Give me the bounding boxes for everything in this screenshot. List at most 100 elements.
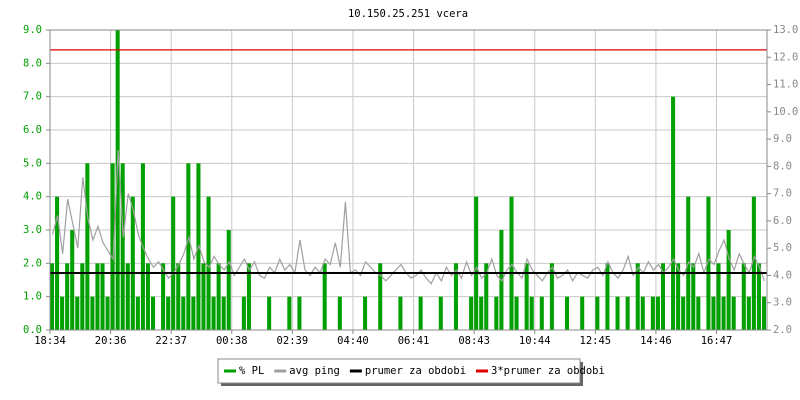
pl-bar	[181, 296, 186, 330]
pl-bar	[297, 296, 302, 330]
pl-bar	[65, 263, 70, 330]
pl-bar	[211, 296, 216, 330]
x-tick-label: 00:38	[216, 335, 248, 347]
pl-bar	[635, 263, 640, 330]
y2-tick-label: 8.0	[773, 160, 792, 172]
pl-bar	[650, 296, 655, 330]
y-tick-label: 5.0	[23, 157, 42, 169]
pl-bar	[110, 163, 115, 330]
pl-bar	[474, 196, 479, 330]
pl-bar	[176, 263, 181, 330]
y2-tick-label: 11.0	[773, 79, 798, 91]
y2-tick-label: 4.0	[773, 269, 792, 281]
pl-bar	[524, 263, 529, 330]
y-tick-label: 2.0	[23, 257, 42, 269]
pl-bar	[226, 230, 231, 330]
pl-bar	[469, 296, 474, 330]
y-tick-label: 4.0	[23, 191, 42, 203]
pl-bar	[150, 296, 156, 330]
legend-label: % PL	[239, 365, 264, 377]
pl-bar	[145, 263, 150, 330]
legend: % PL avg ping prumer za obdobi 3*prumer za …	[217, 358, 605, 386]
pl-bar	[655, 296, 660, 330]
pl-bar	[605, 263, 610, 330]
y2-tick-label: 2.0	[773, 324, 792, 336]
pl-bar	[161, 263, 166, 330]
pl-bar	[115, 30, 120, 330]
pl-bar	[95, 263, 100, 330]
plot-frame	[49, 29, 768, 331]
pl-bar	[580, 296, 585, 330]
pl-bar	[549, 263, 554, 330]
legend-box	[217, 358, 581, 384]
pl-bar	[681, 296, 686, 330]
pl-bar	[221, 296, 226, 330]
pl-bar	[711, 296, 716, 330]
pl-bar	[696, 296, 701, 330]
pl-bar	[721, 296, 726, 330]
x-tick-label: 10:44	[519, 335, 551, 347]
pl-bar	[761, 296, 766, 330]
pl-bar	[191, 296, 196, 330]
pl-bar	[716, 263, 721, 330]
pl-bar	[751, 196, 756, 330]
pl-bar	[120, 163, 125, 330]
y-tick-label: 6.0	[23, 124, 42, 136]
pl-bar	[70, 230, 75, 330]
x-tick-label: 18:34	[34, 335, 66, 347]
pl-bar	[509, 196, 514, 330]
legend-label: 3*prumer za obdobi	[491, 365, 605, 377]
legend-label: prumer za obdobi	[365, 365, 466, 377]
x-tick-label: 16:47	[701, 335, 733, 347]
y2-tick-label: 7.0	[773, 188, 792, 200]
pl-bar	[691, 263, 696, 330]
pl-bar	[130, 196, 135, 330]
y-tick-label: 3.0	[23, 224, 42, 236]
pl-bar	[75, 296, 80, 330]
pl-bar	[378, 263, 383, 330]
pl-bar	[484, 263, 489, 330]
pl-bar	[671, 96, 676, 331]
pl-bar	[50, 263, 55, 330]
pl-bar	[55, 196, 60, 330]
pl-bar	[287, 296, 292, 330]
pl-bar	[105, 296, 110, 330]
pl-bar	[90, 296, 95, 330]
pl-bar	[186, 163, 191, 330]
x-tick-label: 04:40	[337, 335, 369, 347]
chart-title: 10.150.25.251 vcera	[348, 8, 468, 20]
pl-bar	[479, 296, 484, 330]
x-tick-label: 22:37	[155, 335, 187, 347]
x-tick-label: 06:41	[398, 335, 430, 347]
y2-tick-label: 9.0	[773, 133, 792, 145]
y-tick-label: 8.0	[23, 57, 42, 69]
pl-bar	[453, 263, 458, 330]
y2-tick-label: 13.0	[773, 24, 798, 36]
pl-bar	[746, 296, 751, 330]
pl-bar	[514, 296, 519, 330]
pl-bar	[676, 263, 681, 330]
pl-bar	[756, 263, 761, 330]
pl-bar	[201, 263, 206, 330]
pl-bar	[337, 296, 342, 330]
y2-tick-label: 12.0	[773, 51, 798, 63]
x-tick-label: 20:36	[95, 335, 127, 347]
pl-bar	[206, 196, 211, 330]
x-tick-label: 12:45	[580, 335, 612, 347]
pl-bar	[438, 296, 443, 330]
pl-bar	[615, 296, 620, 330]
x-tick-label: 14:46	[640, 335, 672, 347]
pl-bar	[539, 296, 544, 330]
x-tick-label: 02:39	[277, 335, 309, 347]
pl-bar	[529, 296, 534, 330]
pl-bar	[595, 296, 600, 330]
pl-bar	[726, 230, 731, 330]
x-tick-label: 08:43	[458, 335, 490, 347]
pl-bar	[418, 296, 423, 330]
pl-bar	[246, 263, 251, 330]
pl-bar	[565, 296, 570, 330]
pl-bar	[241, 296, 246, 330]
pl-bar	[216, 263, 221, 330]
